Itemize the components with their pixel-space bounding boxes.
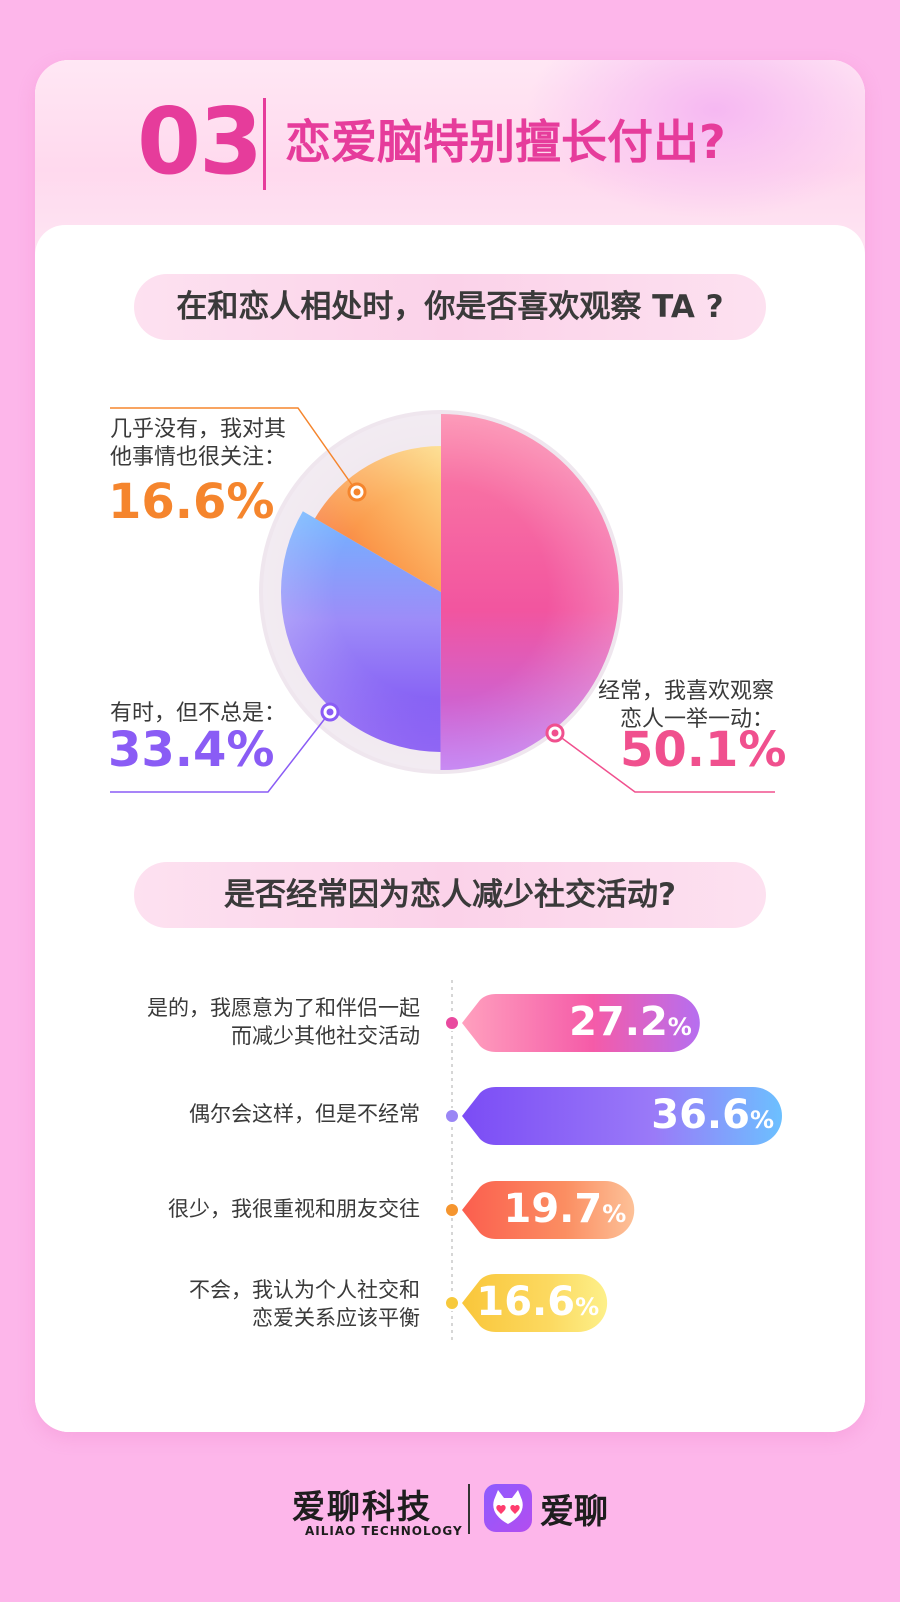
pie-value-often: 50.1% — [620, 722, 787, 778]
pie-label-sometimes: 有时，但不总是： — [110, 701, 287, 726]
bar-0 — [462, 994, 700, 1052]
bar-3 — [462, 1274, 608, 1332]
pie-leader-line-often — [554, 732, 775, 793]
pie-label-rarely-line1: 几乎没有，我对其 — [110, 417, 287, 442]
bar-value-unit-2: % — [602, 1200, 627, 1228]
bar-value-number-1: 36.6 — [651, 1092, 750, 1138]
pie-value-sometimes: 33.4% — [108, 722, 275, 778]
bar-question-pill: 是否经常因为恋人减少社交活动? — [134, 862, 766, 928]
pie-label-often-line2: 恋人一举一动： — [619, 707, 774, 732]
pie-value-rarely: 16.6% — [108, 474, 275, 530]
pie-marker-dot-sometimes — [326, 708, 334, 716]
section-number: 03 — [137, 88, 263, 195]
company-name-cn: 爱聊科技 — [292, 1487, 432, 1526]
app-name: 爱聊 — [540, 1492, 608, 1532]
bar-axis-dot-1 — [444, 1108, 460, 1124]
bar-value-unit-0: % — [667, 1013, 692, 1041]
bar-value-1: 36.6% — [651, 1095, 774, 1143]
bar-axis-dot-3 — [444, 1295, 460, 1311]
pie-marker-dot-often — [551, 729, 559, 737]
section-title: 恋爱脑特别擅长付出? — [285, 115, 726, 169]
bar-value-number-0: 27.2 — [569, 999, 668, 1045]
bar-axis-dot-0 — [444, 1015, 460, 1031]
bar-label-1: 偶尔会这样，但是不经常 — [189, 1102, 420, 1126]
pie-chart — [110, 407, 775, 793]
card-header: 03 恋爱脑特别擅长付出? — [35, 60, 865, 260]
bar-value-number-2: 19.7 — [503, 1186, 603, 1232]
pie-sheen — [263, 414, 619, 770]
bar-label-3-line2: 恋爱关系应该平衡 — [252, 1306, 420, 1330]
pie-marker-dot-rarely — [353, 488, 361, 496]
bar-chart — [444, 980, 782, 1340]
pie-label-rarely-line2: 他事情也很关注： — [110, 445, 287, 470]
footer-divider — [468, 1484, 470, 1534]
section-divider — [263, 98, 266, 190]
company-name-en: AILIAO TECHNOLOGY — [305, 1524, 463, 1538]
bar-value-3: 16.6% — [476, 1282, 599, 1330]
bar-label-3-line1: 不会，我认为个人社交和 — [189, 1278, 420, 1302]
bar-label-0-line1: 是的，我愿意为了和伴侣一起 — [147, 996, 420, 1020]
bar-label-2: 很少，我很重视和朋友交往 — [168, 1197, 420, 1221]
app-logo-icon — [484, 1484, 532, 1532]
bar-value-number-3: 16.6 — [476, 1279, 576, 1325]
bar-2 — [462, 1181, 635, 1239]
bar-axis-dot-2 — [444, 1202, 460, 1218]
pie-question-pill: 在和恋人相处时，你是否喜欢观察 TA ? — [134, 274, 766, 340]
pie-leader-line-sometimes — [110, 711, 331, 793]
pie-label-often-line1: 经常，我喜欢观察 — [598, 679, 775, 704]
footer: 爱聊科技 AILIAO TECHNOLOGY 爱聊 — [0, 1480, 900, 1550]
pie-leader-line-rarely — [110, 407, 358, 493]
bar-value-unit-3: % — [575, 1293, 600, 1321]
bar-value-2: 19.7% — [504, 1189, 627, 1237]
bar-label-0-line2: 而减少其他社交活动 — [231, 1024, 420, 1048]
bar-1 — [462, 1087, 782, 1145]
bar-value-unit-1: % — [749, 1106, 774, 1134]
bar-value-0: 27.2% — [569, 1002, 692, 1050]
